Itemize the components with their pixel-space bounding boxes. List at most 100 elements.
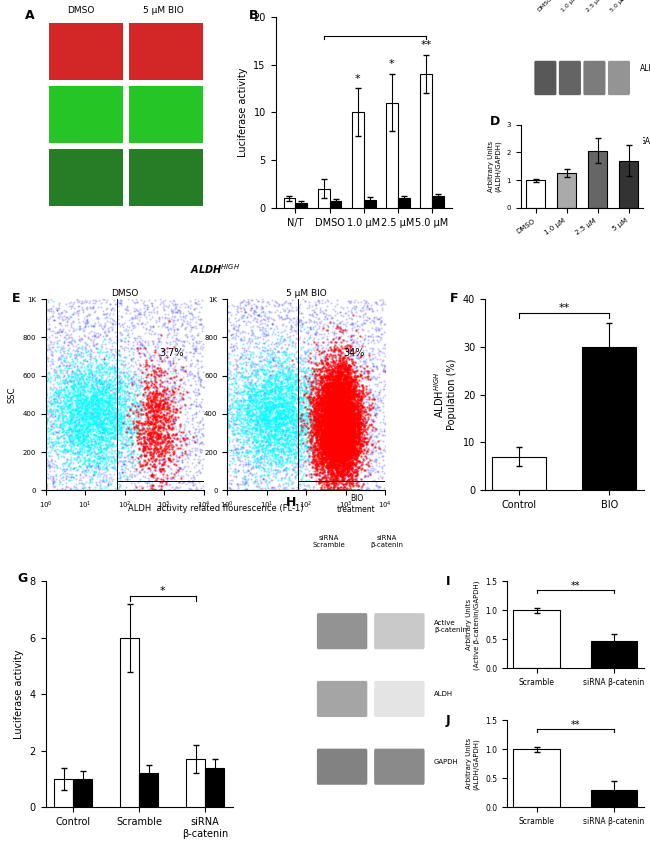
Point	[83, 363, 93, 377]
Point	[325, 412, 335, 426]
Point	[42, 445, 53, 458]
Point	[320, 452, 330, 466]
Point	[359, 449, 370, 463]
Point	[337, 447, 347, 461]
Point	[319, 404, 330, 417]
Point	[323, 384, 333, 398]
Point	[332, 445, 342, 458]
Point	[289, 461, 300, 474]
Point	[81, 420, 92, 434]
Point	[65, 462, 75, 475]
Point	[346, 305, 356, 319]
Point	[259, 409, 269, 422]
Point	[368, 415, 378, 428]
Point	[111, 356, 122, 369]
Point	[332, 392, 343, 405]
Point	[348, 426, 359, 439]
Point	[309, 398, 319, 411]
Point	[337, 436, 347, 450]
Point	[251, 432, 261, 446]
Point	[162, 427, 173, 441]
Point	[129, 462, 140, 475]
Point	[338, 398, 348, 411]
Point	[67, 374, 77, 388]
Point	[344, 447, 355, 460]
Point	[328, 405, 339, 419]
Point	[106, 399, 116, 413]
Point	[331, 428, 341, 442]
Point	[307, 349, 318, 362]
Point	[276, 298, 287, 311]
Point	[343, 344, 354, 357]
Point	[331, 392, 341, 405]
Point	[281, 433, 291, 447]
Point	[266, 444, 277, 458]
Point	[93, 452, 103, 465]
Text: 34%: 34%	[343, 348, 365, 358]
Point	[330, 410, 341, 423]
Point	[338, 420, 348, 434]
Point	[307, 395, 317, 409]
Point	[193, 370, 203, 383]
Point	[244, 425, 254, 438]
Point	[239, 333, 249, 346]
Point	[352, 471, 362, 484]
Point	[81, 440, 91, 453]
Point	[111, 419, 121, 432]
Point	[116, 388, 127, 401]
Point	[341, 359, 351, 373]
Point	[275, 424, 285, 437]
Point	[323, 413, 333, 426]
Point	[292, 414, 302, 427]
Point	[322, 323, 333, 336]
Point	[180, 399, 190, 412]
Point	[316, 476, 326, 489]
Point	[335, 370, 345, 383]
Point	[347, 427, 358, 441]
Point	[330, 455, 340, 468]
Point	[183, 432, 194, 446]
Point	[328, 419, 339, 432]
Point	[252, 383, 263, 396]
Point	[335, 336, 346, 349]
Point	[321, 442, 332, 455]
Point	[261, 414, 271, 427]
Point	[46, 426, 57, 440]
Point	[325, 442, 335, 455]
Point	[279, 425, 289, 438]
Point	[331, 398, 341, 411]
Point	[347, 438, 358, 452]
Point	[335, 418, 345, 431]
Point	[343, 468, 353, 481]
Point	[77, 303, 87, 316]
Point	[49, 392, 59, 405]
Point	[338, 382, 348, 395]
Point	[45, 404, 55, 417]
Point	[198, 428, 208, 442]
Point	[335, 448, 345, 462]
Point	[353, 384, 363, 398]
Point	[40, 395, 51, 409]
Point	[324, 458, 334, 471]
Point	[281, 379, 291, 393]
Point	[347, 398, 358, 411]
Point	[332, 424, 343, 437]
Point	[350, 355, 361, 368]
Point	[324, 375, 334, 389]
Point	[338, 371, 348, 384]
Point	[304, 434, 314, 447]
Point	[101, 431, 111, 445]
Point	[321, 478, 332, 491]
Point	[321, 462, 332, 475]
Point	[352, 406, 363, 420]
Point	[105, 438, 116, 452]
Point	[322, 418, 333, 431]
Point	[340, 392, 350, 405]
Point	[148, 320, 159, 333]
Point	[62, 362, 73, 375]
Point	[311, 425, 322, 438]
Point	[257, 472, 268, 485]
Point	[103, 397, 113, 410]
Point	[246, 393, 256, 406]
Point	[97, 352, 107, 366]
